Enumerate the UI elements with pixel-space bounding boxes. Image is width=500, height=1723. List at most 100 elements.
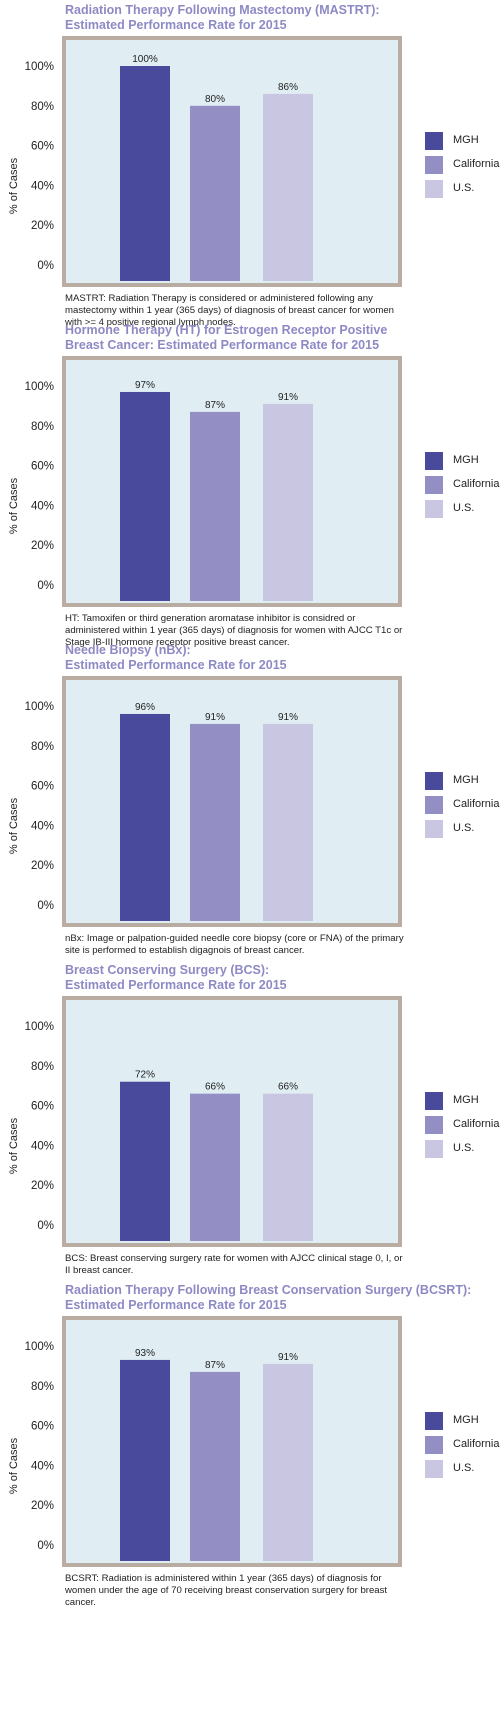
legend-swatch bbox=[425, 1116, 443, 1134]
chart-title: Radiation Therapy Following Breast Conse… bbox=[65, 1283, 495, 1313]
chart-title-line2: Breast Cancer: Estimated Performance Rat… bbox=[65, 338, 380, 352]
y-tick-label: 0% bbox=[37, 580, 54, 592]
legend-item: California bbox=[425, 156, 500, 180]
chart-title: Radiation Therapy Following Mastectomy (… bbox=[65, 3, 495, 33]
chart-panel: Radiation Therapy Following Mastectomy (… bbox=[0, 0, 500, 340]
bar-value-label: 87% bbox=[205, 400, 225, 411]
bar-california bbox=[190, 1371, 240, 1561]
legend-label: California bbox=[453, 798, 500, 810]
bar-value-label: 66% bbox=[205, 1082, 225, 1093]
chart-panel: Breast Conserving Surgery (BCS): Estimate… bbox=[0, 960, 500, 1300]
legend-swatch bbox=[425, 500, 443, 518]
chart-title-line1: Radiation Therapy Following Breast Conse… bbox=[65, 1283, 472, 1297]
legend: MGH California U.S. bbox=[425, 1412, 500, 1484]
legend-item: MGH bbox=[425, 772, 500, 796]
y-tick-label: 0% bbox=[37, 260, 54, 272]
bar-value-label: 91% bbox=[278, 392, 298, 403]
chart-title-line1: Breast Conserving Surgery (BCS): bbox=[65, 963, 270, 977]
bar-value-label: 93% bbox=[135, 1348, 155, 1359]
y-tick-label: 0% bbox=[37, 1540, 54, 1552]
bar-california bbox=[190, 411, 240, 601]
bar-chart-svg: 0% 20% 40% 60% 80% 100% 96% 91% 91% bbox=[25, 676, 402, 927]
y-tick-label: 40% bbox=[31, 1140, 54, 1152]
y-tick-label: 20% bbox=[31, 220, 54, 232]
legend-swatch bbox=[425, 476, 443, 494]
bar-value-label: 87% bbox=[205, 1360, 225, 1371]
y-tick-label: 100% bbox=[25, 1341, 54, 1353]
bar-value-label: 91% bbox=[278, 712, 298, 723]
y-tick-label: 80% bbox=[31, 1381, 54, 1393]
legend-label: California bbox=[453, 1118, 500, 1130]
legend-swatch bbox=[425, 1140, 443, 1158]
legend-item: U.S. bbox=[425, 500, 500, 524]
legend: MGH California U.S. bbox=[425, 452, 500, 524]
bar-chart-svg: 0% 20% 40% 60% 80% 100% 93% 87% 91% bbox=[25, 1316, 402, 1567]
legend-label: U.S. bbox=[453, 1142, 475, 1154]
bar-us bbox=[263, 723, 313, 921]
y-tick-label: 0% bbox=[37, 900, 54, 912]
y-tick-label: 80% bbox=[31, 101, 54, 113]
bar-value-label: 91% bbox=[278, 1352, 298, 1363]
legend-item: MGH bbox=[425, 452, 500, 476]
legend-swatch bbox=[425, 772, 443, 790]
legend-label: California bbox=[453, 478, 500, 490]
y-tick-label: 40% bbox=[31, 820, 54, 832]
bar-chart-svg: 0% 20% 40% 60% 80% 100% 97% 87% 91% bbox=[25, 356, 402, 607]
y-tick-label: 100% bbox=[25, 381, 54, 393]
y-tick-label: 80% bbox=[31, 741, 54, 753]
chart-panel: Needle Biopsy (nBx): Estimated Performanc… bbox=[0, 640, 500, 980]
legend-item: California bbox=[425, 796, 500, 820]
bar-mgh bbox=[120, 66, 170, 281]
legend-label: MGH bbox=[453, 1414, 479, 1426]
bar-us bbox=[263, 1093, 313, 1241]
chart-title-line2: Estimated Performance Rate for 2015 bbox=[65, 1298, 287, 1312]
bar-chart-svg: 0% 20% 40% 60% 80% 100% 100% 80% 86% bbox=[25, 36, 402, 287]
bar-us bbox=[263, 93, 313, 281]
y-tick-label: 60% bbox=[31, 1421, 54, 1433]
legend-swatch bbox=[425, 1460, 443, 1478]
bar-value-label: 72% bbox=[135, 1070, 155, 1081]
bar-mgh bbox=[120, 713, 170, 921]
bar-chart-svg: 0% 20% 40% 60% 80% 100% 72% 66% 66% bbox=[25, 996, 402, 1247]
y-tick-label: 40% bbox=[31, 500, 54, 512]
legend-swatch bbox=[425, 156, 443, 174]
legend: MGH California U.S. bbox=[425, 1092, 500, 1164]
legend: MGH California U.S. bbox=[425, 132, 500, 204]
chart-footnote: BCS: Breast conserving surgery rate for … bbox=[65, 1253, 403, 1276]
bar-california bbox=[190, 105, 240, 281]
chart-title: Breast Conserving Surgery (BCS): Estimate… bbox=[65, 963, 495, 993]
y-tick-label: 20% bbox=[31, 1500, 54, 1512]
legend-item: California bbox=[425, 1436, 500, 1460]
legend-label: U.S. bbox=[453, 1462, 475, 1474]
bar-mgh bbox=[120, 1359, 170, 1561]
legend-label: California bbox=[453, 1438, 500, 1450]
y-tick-label: 60% bbox=[31, 781, 54, 793]
legend-item: U.S. bbox=[425, 820, 500, 844]
legend-item: California bbox=[425, 1116, 500, 1140]
legend-swatch bbox=[425, 1436, 443, 1454]
chart-title-line1: Radiation Therapy Following Mastectomy (… bbox=[65, 3, 380, 17]
y-tick-label: 0% bbox=[37, 1220, 54, 1232]
chart-title-line1: Needle Biopsy (nBx): bbox=[65, 643, 191, 657]
y-tick-label: 100% bbox=[25, 61, 54, 73]
chart-title-line2: Estimated Performance Rate for 2015 bbox=[65, 978, 287, 992]
legend-swatch bbox=[425, 1412, 443, 1430]
legend-swatch bbox=[425, 1092, 443, 1110]
legend-item: U.S. bbox=[425, 1140, 500, 1164]
chart-footnote: nBx: Image or palpation-guided needle co… bbox=[65, 933, 404, 956]
bar-us bbox=[263, 1363, 313, 1561]
bar-value-label: 91% bbox=[205, 712, 225, 723]
chart-panel: Radiation Therapy Following Breast Conse… bbox=[0, 1280, 500, 1620]
y-tick-label: 100% bbox=[25, 701, 54, 713]
legend-swatch bbox=[425, 452, 443, 470]
chart-panel: Hormone Therapy (HT) for Estrogen Recept… bbox=[0, 320, 500, 660]
legend-item: MGH bbox=[425, 1092, 500, 1116]
y-tick-label: 60% bbox=[31, 1101, 54, 1113]
bar-california bbox=[190, 1093, 240, 1241]
chart-title-line1: Hormone Therapy (HT) for Estrogen Recept… bbox=[65, 323, 388, 337]
y-tick-label: 20% bbox=[31, 540, 54, 552]
legend-swatch bbox=[425, 820, 443, 838]
bar-us bbox=[263, 403, 313, 601]
chart-footnote: MASTRT: Radiation Therapy is considered … bbox=[65, 293, 395, 328]
chart-footnote: BCSRT: Radiation is administered within … bbox=[65, 1573, 388, 1608]
